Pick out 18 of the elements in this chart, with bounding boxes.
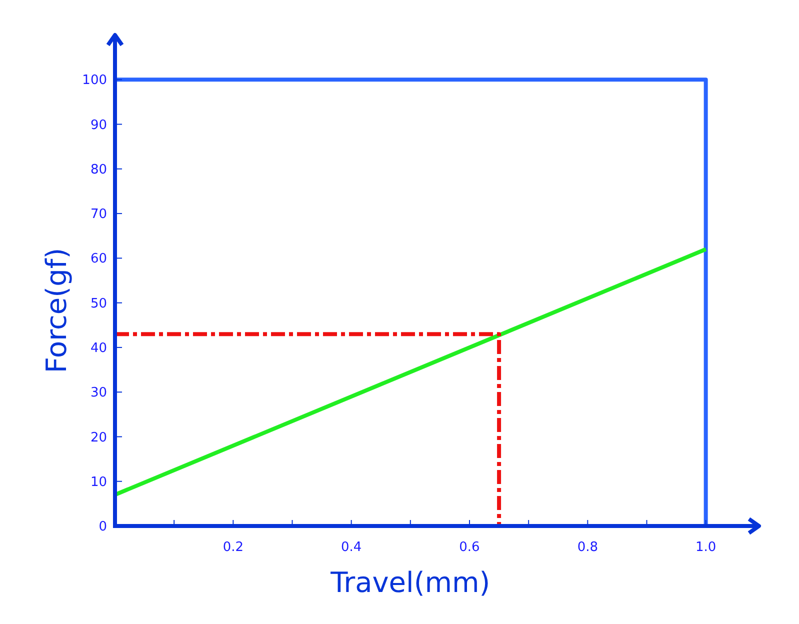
y-tick-label: 50 (90, 296, 107, 312)
x-axis-title: Travel(mm) (330, 566, 490, 599)
y-tick-label: 90 (90, 118, 107, 133)
x-tick-label: 0.2 (222, 540, 244, 555)
y-axis-title: Force(gf) (40, 248, 73, 374)
y-tick-label: 80 (90, 162, 107, 178)
y-tick-label: 0 (98, 520, 107, 535)
y-tick-label: 70 (90, 207, 107, 222)
y-tick-label: 60 (90, 252, 107, 267)
y-tick-label: 10 (90, 474, 107, 490)
y-tick-label: 40 (90, 341, 107, 356)
x-tick-label: 0.8 (577, 540, 598, 555)
x-tick-label: 0.6 (459, 540, 480, 555)
y-tick-label: 20 (90, 430, 107, 446)
y-tick-label: 100 (82, 73, 107, 88)
y-tick-label: 30 (90, 386, 107, 401)
x-tick-label: 1.0 (695, 540, 716, 555)
x-tick-label: 0.4 (340, 540, 362, 555)
